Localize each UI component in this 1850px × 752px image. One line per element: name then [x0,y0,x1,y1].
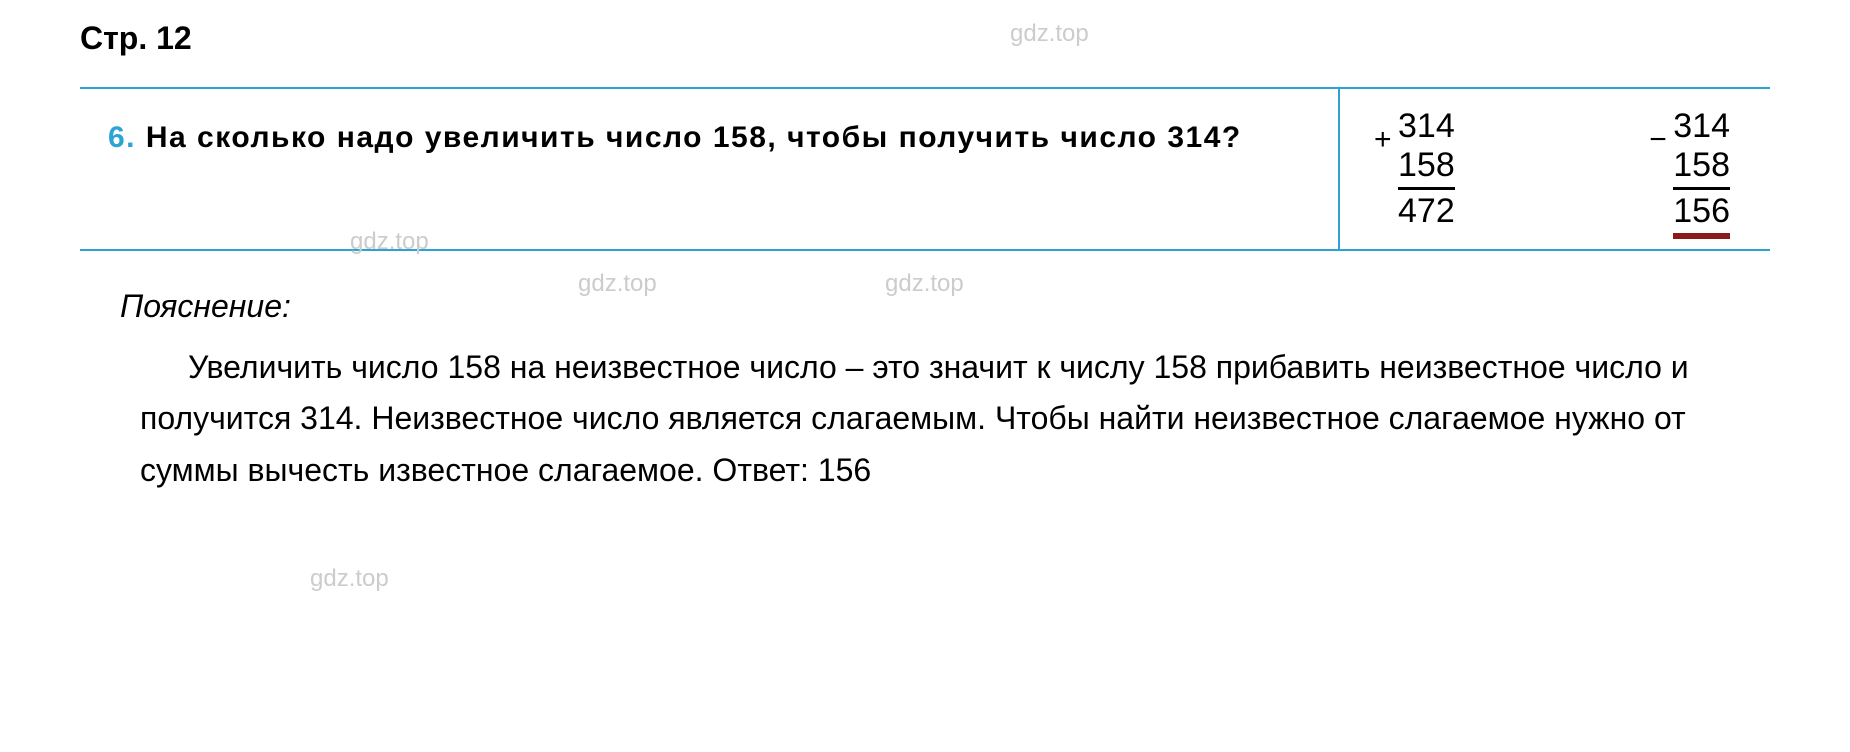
explanation-body: Увеличить число 158 на неизвестное число… [140,342,1750,496]
plus-sign: + [1374,123,1392,157]
calc2-result: 156 [1673,192,1730,231]
calc1-line [1398,187,1455,190]
calc2-underline [1673,233,1730,239]
calc-addition: + 314 158 472 [1398,107,1455,231]
watermark: gdz.top [310,565,389,593]
question-box: 6. На сколько надо увеличить число 158, … [80,87,1770,251]
work-cell: + 314 158 472 − 314 158 156 [1340,89,1770,249]
question-number: 6. [108,121,136,154]
calc1-top: 314 [1398,107,1455,146]
calc2-bottom: 158 [1673,146,1730,185]
explanation-block: Пояснение: Увеличить число 158 на неизве… [80,281,1770,496]
explanation-title: Пояснение: [120,281,1750,332]
question-text: На сколько надо увеличить число 158, что… [146,121,1242,154]
calc2-top: 314 [1673,107,1730,146]
calc1-result: 472 [1398,192,1455,231]
calc-subtraction: − 314 158 156 [1673,107,1730,239]
calc2-line [1673,187,1730,190]
question-cell: 6. На сколько надо увеличить число 158, … [80,89,1340,249]
minus-sign: − [1649,123,1667,157]
page-label: Стр. 12 [80,20,1770,57]
calc1-bottom: 158 [1398,146,1455,185]
